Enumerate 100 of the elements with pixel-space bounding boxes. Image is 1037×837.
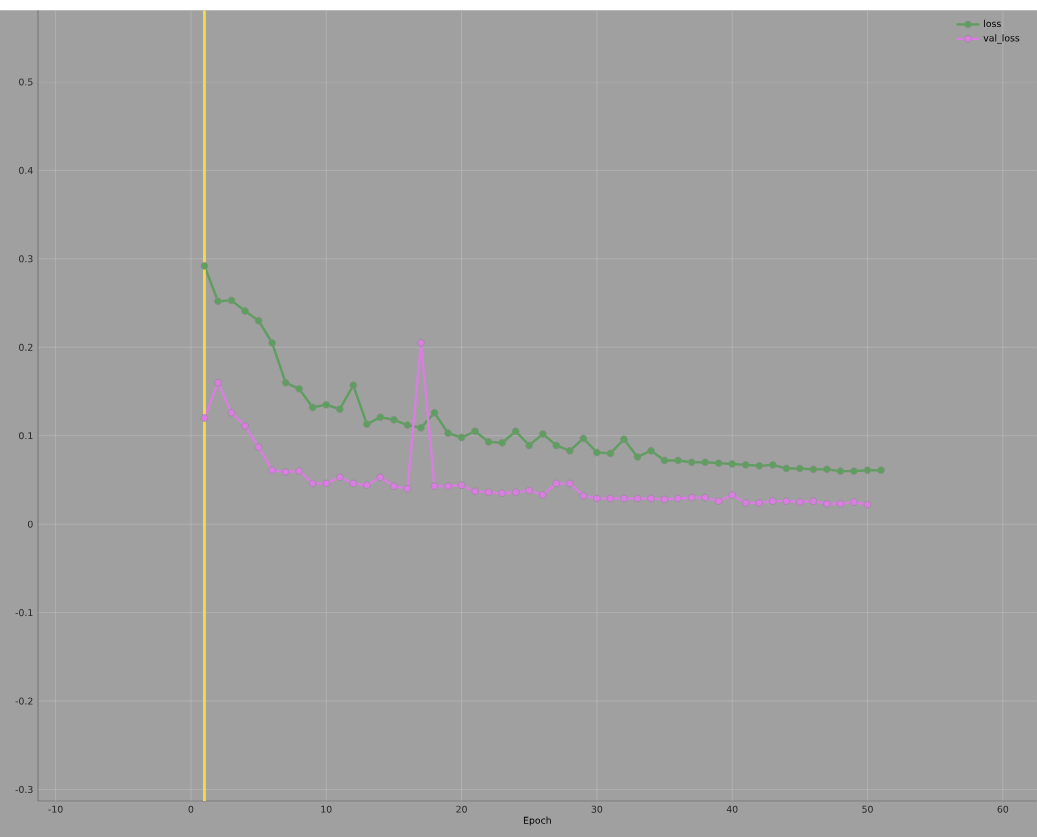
x-tick-label: 30 [591,805,603,813]
point [633,494,642,503]
point [430,408,439,417]
point [214,297,222,306]
point [335,405,344,413]
point [647,446,655,455]
point [647,494,655,503]
point [728,491,737,499]
point [593,494,601,503]
point [511,427,520,436]
point [538,430,547,438]
point [444,482,452,490]
point [295,467,303,475]
point [227,408,236,417]
point [714,459,723,467]
point [877,466,885,475]
y-tick-label: 0.3 [19,255,33,263]
point [620,435,628,444]
point [579,434,588,443]
x-tick-label: 40 [726,805,738,813]
point [484,488,493,497]
x-tick-label: 10 [321,805,332,813]
point [525,441,534,450]
point [390,415,398,424]
point [809,465,818,474]
point [417,423,425,432]
point [349,479,358,488]
point [755,499,764,507]
y-tick-label: 0.2 [19,343,33,351]
point [769,497,777,505]
point [227,296,236,305]
point [674,494,682,503]
point [498,438,506,447]
x-axis-title: Epoch [523,816,551,826]
point [498,489,506,498]
point [836,467,845,475]
point [403,484,412,493]
point [701,493,709,502]
point [403,421,412,429]
point [755,461,764,470]
point [268,339,276,347]
point [417,339,425,347]
point [796,498,804,506]
point [552,441,561,450]
point [376,413,385,421]
point [471,487,479,496]
point [566,446,574,455]
point [660,456,669,465]
point [281,378,290,387]
point [214,378,222,387]
y-tick-label: -0.2 [15,697,33,705]
point [241,307,249,315]
point [295,385,303,393]
x-tick-label: 60 [997,805,1009,813]
point [579,492,588,500]
point [268,466,276,475]
x-tick-label: 20 [456,805,467,813]
point [457,433,466,442]
point [769,461,777,469]
y-tick-label: -0.3 [15,785,33,794]
point [525,486,534,495]
point [809,497,818,505]
point [741,461,750,469]
point [538,491,547,499]
point [782,497,791,505]
point [430,482,439,490]
point [390,482,398,490]
point [606,449,615,458]
point [741,499,750,507]
point [593,448,601,457]
y-tick-label: 0 [27,520,33,528]
point [863,466,872,475]
point [322,479,331,488]
point [471,427,479,436]
point [281,468,290,476]
point [674,456,682,465]
x-tick-label: 50 [862,805,873,813]
y-tick-label: 0.1 [19,432,33,440]
point [823,465,831,474]
point [687,493,696,502]
point [376,473,385,482]
point [457,481,466,490]
point [444,429,452,437]
point [363,481,371,490]
point [308,479,317,488]
point [200,414,209,422]
point [714,497,723,505]
x-tick-label: 0 [188,805,194,813]
point [241,422,249,430]
point [782,464,791,473]
point [484,438,493,446]
point [566,479,574,488]
y-tick-label: 0.4 [19,166,33,174]
point [349,381,358,390]
point [322,400,331,409]
point [660,495,669,504]
point [552,479,561,488]
point [850,467,858,475]
point [606,494,615,503]
point [308,403,317,412]
